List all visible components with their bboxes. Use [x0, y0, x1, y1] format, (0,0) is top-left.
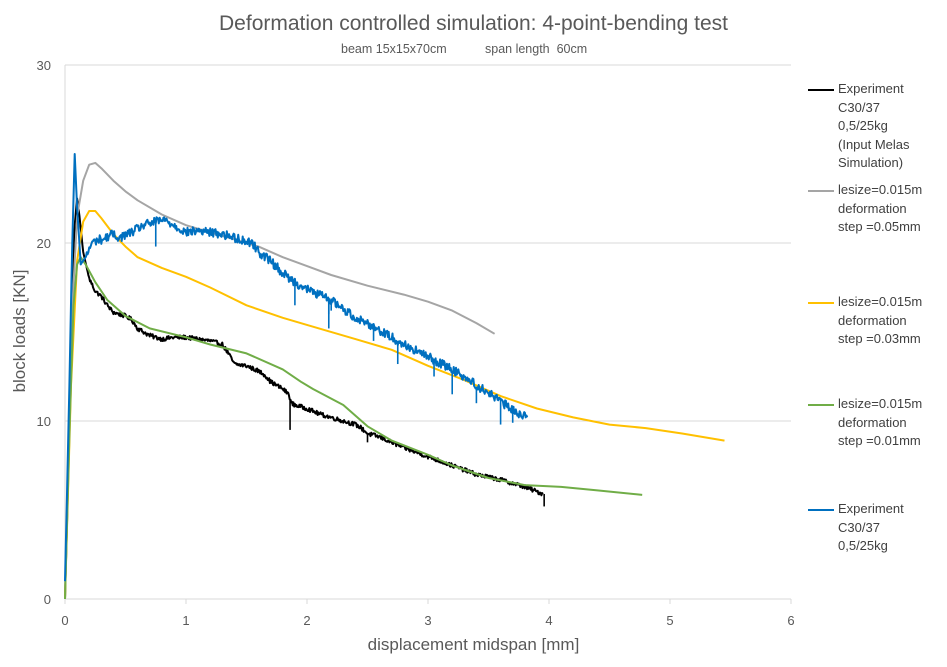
legend-label-line: deformation — [838, 414, 907, 430]
legend-label-line: lesize=0.015m — [838, 294, 923, 309]
axes: 0 10 20 30 0 1 2 3 4 5 6 — [37, 58, 795, 628]
legend-label: lesize=0.015m deformation step =0.01mm — [838, 395, 946, 451]
legend-swatch — [808, 404, 834, 406]
legend-label-line: (Input Melas — [838, 136, 910, 152]
y-tick-label: 10 — [37, 414, 51, 429]
legend-label: Experiment C30/37 0,5/25kg — [838, 500, 946, 556]
gridlines — [65, 64, 791, 422]
legend-label-line: C30/37 — [838, 99, 880, 115]
x-tick-label: 0 — [61, 613, 68, 628]
series-5-line — [64, 153, 529, 582]
legend-label: lesize=0.015m deformation step =0.03mm — [838, 293, 946, 349]
x-tick-label: 3 — [424, 613, 431, 628]
y-tick-label: 0 — [44, 592, 51, 607]
y-axis-title: block loads [KN] — [10, 269, 29, 393]
legend-label-line: Experiment — [838, 501, 904, 516]
legend-swatch — [808, 190, 834, 192]
legend-label-line: C30/37 — [838, 519, 880, 535]
series-4-line — [64, 256, 643, 600]
legend-label-line: Simulation) — [838, 155, 904, 170]
legend-label: lesize=0.015m deformation step =0.05mm — [838, 181, 946, 237]
legend-label-line: deformation — [838, 312, 907, 328]
legend-label-line: lesize=0.015m — [838, 182, 923, 197]
legend-swatch — [808, 302, 834, 304]
legend-label-line: 0,5/25kg — [838, 118, 888, 133]
legend-label-line: deformation — [838, 200, 907, 216]
legend-label-line: Experiment — [838, 81, 904, 96]
y-tick-label: 30 — [37, 58, 51, 73]
chart-subtitle-beam: beam 15x15x70cm — [341, 42, 447, 56]
chart-title: Deformation controlled simulation: 4-poi… — [219, 12, 728, 35]
x-tick-label: 4 — [545, 613, 552, 628]
series-3-line — [64, 210, 725, 600]
series-group — [64, 153, 725, 600]
legend-label-line: 0,5/25kg — [838, 538, 888, 553]
x-tick-label: 5 — [666, 613, 673, 628]
legend-label-line: step =0.01mm — [838, 433, 921, 448]
series-1-line — [64, 197, 544, 600]
x-axis-title: displacement midspan [mm] — [367, 635, 580, 654]
x-tick-label: 1 — [182, 613, 189, 628]
y-tick-label: 20 — [37, 236, 51, 251]
series-2-line — [64, 161, 496, 600]
chart-subtitle-span: span length 60cm — [485, 42, 588, 56]
x-tick-label: 6 — [787, 613, 794, 628]
legend-label: Experiment C30/37 0,5/25kg (Input Melas Simu… — [838, 80, 946, 173]
legend-label-line: step =0.03mm — [838, 331, 921, 346]
legend-swatch — [808, 89, 834, 91]
x-tick-label: 2 — [303, 613, 310, 628]
legend-label-line: step =0.05mm — [838, 219, 921, 234]
legend-label-line: lesize=0.015m — [838, 396, 923, 411]
legend-swatch — [808, 509, 834, 511]
